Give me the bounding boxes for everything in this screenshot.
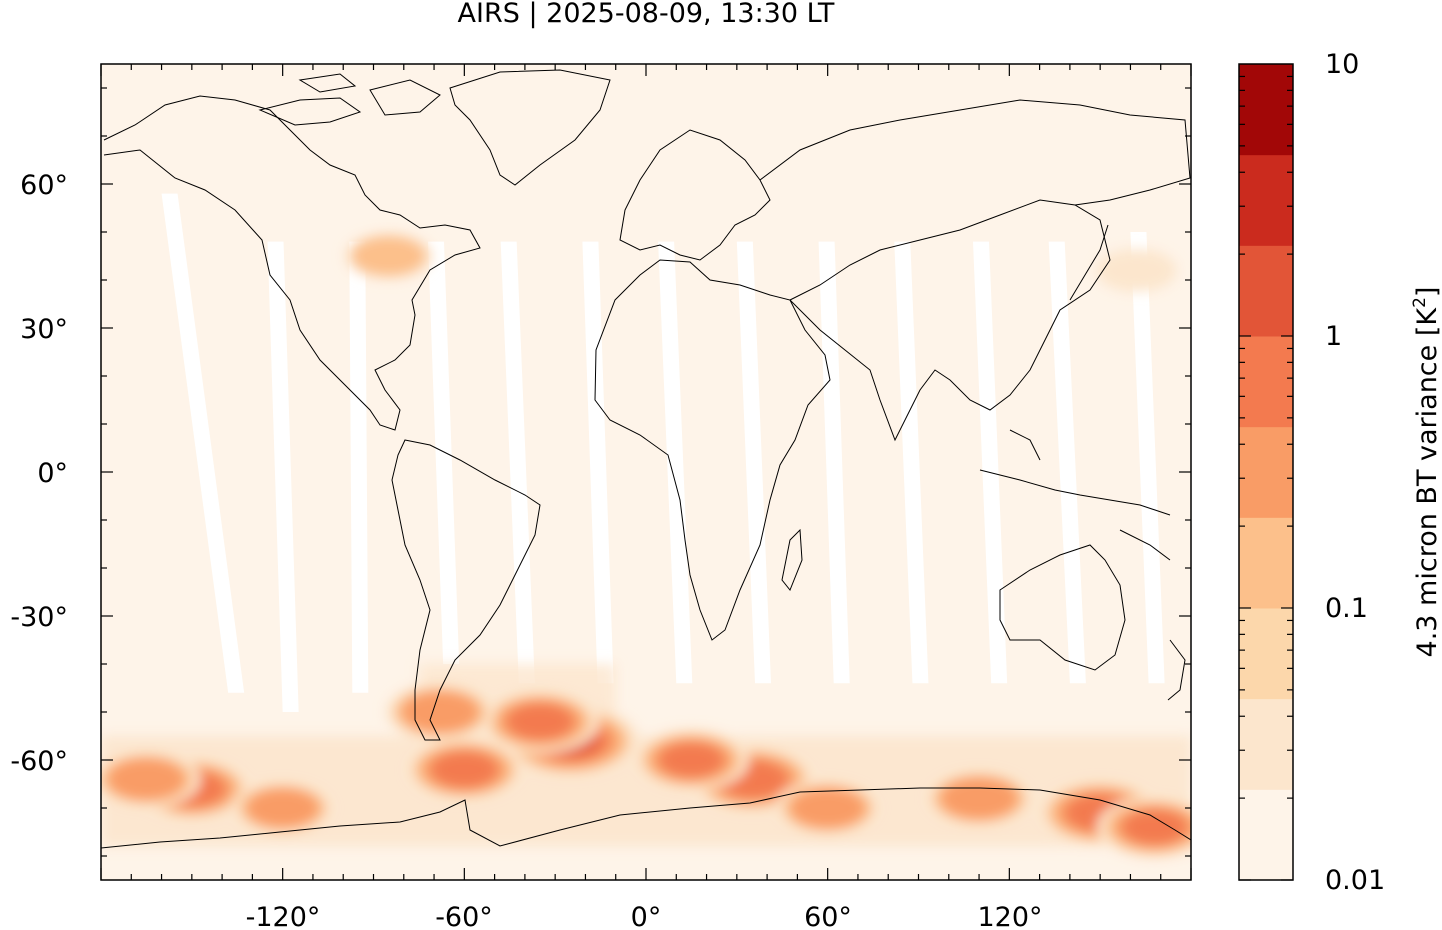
colorbar-tick-label: 10	[1325, 49, 1359, 80]
orbit-gap	[894, 241, 929, 684]
coastline-arctic-islands	[258, 73, 441, 126]
variance-contour	[431, 752, 498, 788]
coastline-new-zealand	[1167, 639, 1186, 701]
variance-contour	[1096, 249, 1177, 292]
map-tick-marks	[100, 64, 1192, 880]
coastline-madagascar	[781, 528, 803, 591]
colorbar-band	[1239, 245, 1293, 337]
colorbar-tick-label: 0.01	[1325, 865, 1385, 896]
x-tick-label: -120°	[246, 902, 321, 930]
map-plot-area	[100, 63, 1192, 881]
colorbar-label-main: 4.3 micron BT variance [K	[1412, 307, 1442, 658]
orbit-gap	[161, 193, 245, 693]
coastline-south-america	[391, 439, 541, 741]
colorbar: 10 1 0.1 0.01 4.3 micron BT variance [K2…	[1238, 49, 1442, 896]
colorbar-band	[1239, 789, 1293, 881]
coastline-japan	[1069, 224, 1109, 301]
variance-contour	[659, 743, 724, 777]
orbit-gap	[736, 241, 771, 684]
coastline-maritime-continent	[979, 429, 1171, 561]
colorbar-band	[1239, 64, 1293, 156]
coastline-asia	[759, 99, 1191, 442]
y-axis: 60° 30° 0° -30° -60°	[10, 170, 68, 777]
variance-contour	[247, 788, 319, 828]
coastline-north-america	[103, 95, 481, 431]
coastline-australia	[999, 544, 1126, 671]
variance-contour	[351, 236, 426, 276]
colorbar-bands	[1239, 64, 1293, 881]
orbit-gap	[1048, 241, 1086, 684]
y-tick-label: 60°	[20, 170, 68, 201]
variance-hotspots	[101, 232, 1191, 859]
y-tick-label: -30°	[10, 602, 68, 633]
y-tick-label: -60°	[10, 746, 68, 777]
variance-contour	[507, 704, 573, 740]
x-tick-label: 60°	[804, 902, 852, 930]
colorbar-tick-label: 1	[1325, 321, 1342, 352]
colorbar-band	[1239, 154, 1293, 246]
y-tick-label: 30°	[20, 314, 68, 345]
coastline-africa-eurasia	[594, 259, 831, 641]
colorbar-band	[1239, 608, 1293, 700]
orbit-gap	[428, 241, 460, 664]
colorbar-label: 4.3 micron BT variance [K2]	[1410, 287, 1442, 658]
colorbar-band	[1239, 426, 1293, 518]
colorbar-band	[1239, 698, 1293, 790]
y-tick-label: 0°	[37, 458, 68, 489]
orbit-gap	[658, 241, 693, 684]
coastline-greenland	[449, 69, 611, 186]
orbit-gap	[1130, 232, 1165, 684]
colorbar-tick-label: 0.1	[1325, 593, 1368, 624]
variance-contour	[790, 788, 865, 828]
variance-contour	[402, 691, 479, 733]
orbit-gap	[267, 241, 299, 712]
coastline-europe	[619, 129, 771, 261]
variance-contour	[108, 758, 185, 800]
colorbar-ticks	[1239, 75, 1293, 881]
variance-contour	[941, 778, 1017, 819]
orbit-gaps	[161, 193, 1165, 712]
colorbar-label-end: ]	[1412, 287, 1442, 298]
orbit-gap	[582, 241, 614, 684]
colorbar-band	[1239, 336, 1293, 428]
orbit-gap	[818, 241, 850, 684]
plot-title: AIRS | 2025-08-09, 13:30 LT	[458, 0, 835, 29]
orbit-gap	[349, 241, 369, 693]
colorbar-frame	[1238, 63, 1294, 881]
x-tick-label: 120°	[977, 902, 1042, 930]
orbit-gap	[500, 241, 535, 684]
x-tick-label: -60°	[435, 902, 493, 930]
colorbar-band	[1239, 517, 1293, 609]
coastline-antarctica	[101, 787, 1191, 849]
x-axis: -120° -60° 0° 60° 120°	[246, 902, 1043, 930]
coastlines	[101, 69, 1191, 849]
variance-contour	[1122, 810, 1187, 845]
orbit-gap	[973, 241, 1008, 684]
x-tick-label: 0°	[631, 902, 662, 930]
colorbar-label-superscript: 2	[1410, 297, 1430, 308]
